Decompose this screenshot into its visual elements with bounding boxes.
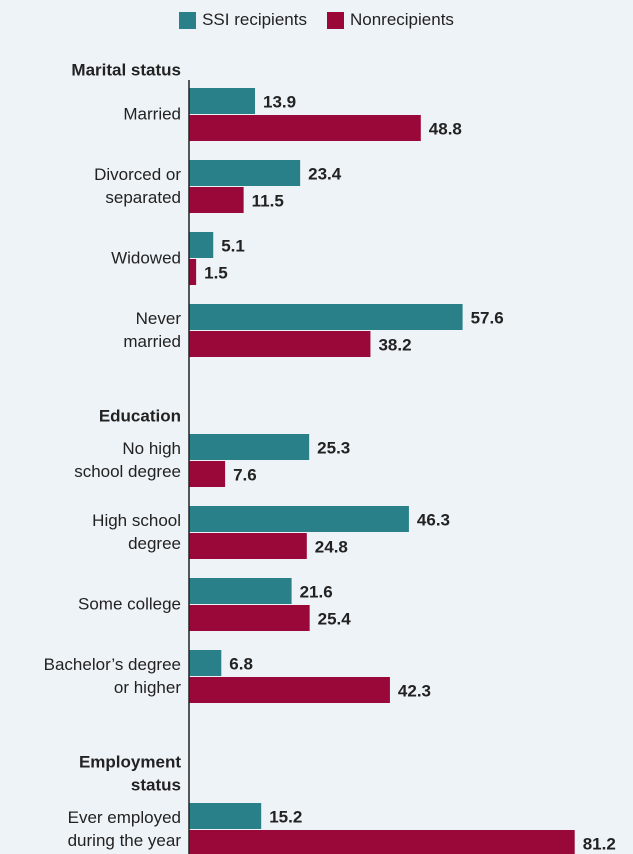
data-label: 21.6: [300, 583, 333, 602]
legend-swatch-nonrecipients: [326, 11, 344, 29]
data-label: 46.3: [417, 511, 450, 530]
category-label: school degree: [74, 462, 181, 481]
data-label: 13.9: [263, 93, 296, 112]
data-label: 38.2: [378, 336, 411, 355]
bar-ssi: [189, 232, 214, 258]
legend-label-ssi: SSI recipients: [202, 10, 307, 29]
category-label: Some college: [78, 595, 181, 614]
legend-swatch-ssi: [179, 11, 197, 29]
data-label: 48.8: [429, 120, 462, 139]
bar-nonrecipients: [189, 461, 226, 487]
bar-nonrecipients: [189, 830, 575, 854]
bar-ssi: [189, 803, 262, 829]
legend-item-ssi: SSI recipients: [179, 10, 307, 30]
category-label: degree: [128, 534, 181, 553]
data-label: 23.4: [308, 165, 342, 184]
bar-nonrecipients: [189, 331, 371, 357]
category-label: separated: [105, 188, 181, 207]
data-label: 15.2: [269, 808, 302, 827]
data-label: 57.6: [471, 309, 504, 328]
data-label: 42.3: [398, 682, 431, 701]
bar-nonrecipients: [189, 115, 421, 141]
bar-ssi: [189, 434, 310, 460]
bar-nonrecipients: [189, 259, 197, 285]
data-label: 7.6: [233, 466, 257, 485]
bar-ssi: [189, 304, 463, 330]
data-label: 25.3: [317, 439, 350, 458]
category-label: Married: [123, 105, 181, 124]
category-label: Ever employed: [68, 808, 181, 827]
bar-ssi: [189, 578, 292, 604]
category-label: during the year: [68, 831, 182, 850]
data-label: 11.5: [252, 192, 284, 211]
bar-ssi: [189, 160, 301, 186]
data-label: 6.8: [229, 655, 253, 674]
legend: SSI recipients Nonrecipients: [0, 10, 633, 30]
bar-ssi: [189, 506, 409, 532]
data-label: 5.1: [221, 237, 245, 256]
data-label: 25.4: [318, 610, 352, 629]
category-label: Never: [136, 309, 182, 328]
data-label: 24.8: [315, 538, 348, 557]
category-label: Divorced or: [94, 165, 181, 184]
category-label: High school: [92, 511, 181, 530]
category-label: Bachelor’s degree: [44, 655, 181, 674]
bar-nonrecipients: [189, 533, 307, 559]
bar-nonrecipients: [189, 677, 390, 703]
bar-ssi: [189, 88, 256, 114]
bar-ssi: [189, 650, 222, 676]
data-label: 81.2: [583, 835, 616, 854]
category-label: Widowed: [111, 249, 181, 268]
group-heading: Education: [99, 407, 181, 426]
legend-item-nonrecipients: Nonrecipients: [326, 10, 454, 30]
legend-label-nonrecipients: Nonrecipients: [349, 10, 454, 29]
category-label: or higher: [114, 678, 181, 697]
group-heading: Marital status: [71, 61, 181, 80]
group-heading: status: [131, 776, 181, 795]
category-label: married: [123, 332, 181, 351]
data-label: 1.5: [204, 264, 228, 283]
category-label: No high: [122, 439, 181, 458]
bar-nonrecipients: [189, 187, 244, 213]
group-heading: Employment: [79, 753, 181, 772]
bar-nonrecipients: [189, 605, 310, 631]
